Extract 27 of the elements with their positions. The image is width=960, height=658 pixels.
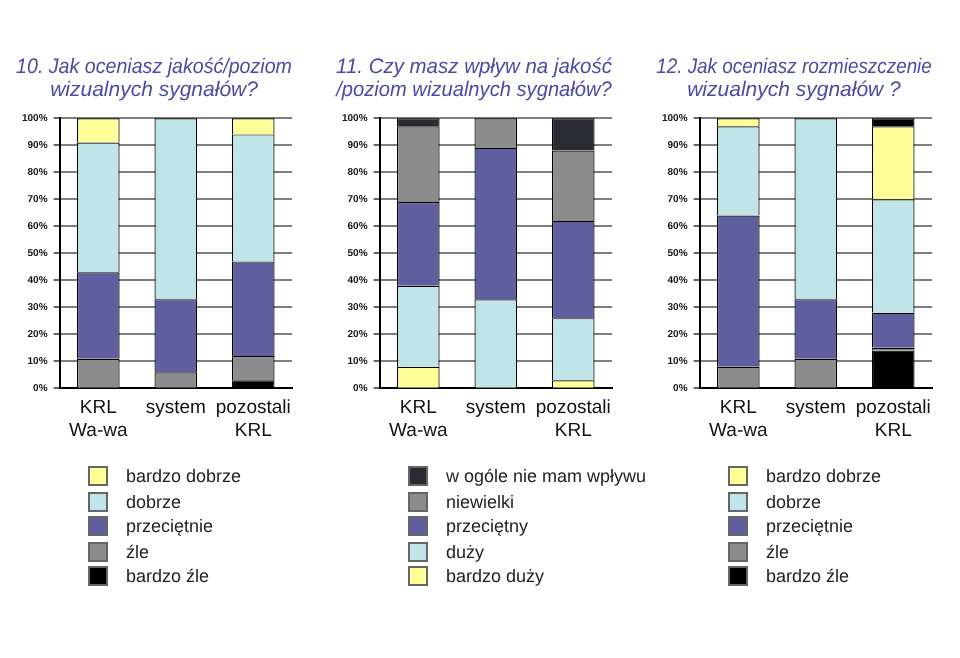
- legend-label: niewielki: [446, 491, 515, 512]
- legend-label: przeciętnie: [766, 516, 854, 537]
- legend-label: duży: [446, 541, 485, 562]
- x-tick-label: pozostali KRL: [535, 397, 611, 442]
- x-tick-label: system: [465, 397, 527, 420]
- legend-label: bardzo duży: [446, 566, 545, 587]
- chart-title: 12. Jak oceniasz rozmieszczenie wizualnych sygnałów ?: [656, 56, 933, 103]
- x-tick-label: KRL Wa-wa: [69, 397, 129, 442]
- legend-label: źle: [766, 541, 790, 562]
- legend-label: w ogóle nie mam wpływu: [446, 466, 647, 487]
- legend-label: dobrze: [126, 491, 182, 512]
- x-tick-label: pozostali KRL: [855, 397, 931, 442]
- legend-label: źle: [126, 541, 150, 562]
- legend-label: bardzo źle: [766, 566, 850, 587]
- legend-label: bardzo dobrze: [126, 466, 242, 487]
- legend-label: dobrze: [766, 491, 822, 512]
- x-tick-label: system: [145, 397, 207, 420]
- chart-title: 10. Jak oceniasz jakość/poziom wizualnych sygnałów?: [16, 56, 292, 103]
- legend-label: przeciętnie: [126, 516, 214, 537]
- legend-label: przeciętny: [446, 516, 529, 537]
- x-tick-label: system: [785, 397, 847, 420]
- chart-title: 11. Czy masz wpływ na jakość /poziom wizualnych sygnałów?: [334, 57, 614, 103]
- legend-label: bardzo dobrze: [766, 466, 882, 487]
- x-tick-label: pozostali KRL: [215, 397, 291, 442]
- x-tick-label: KRL Wa-wa: [389, 397, 449, 442]
- x-tick-label: KRL Wa-wa: [709, 397, 769, 442]
- legend-label: bardzo źle: [126, 566, 210, 587]
